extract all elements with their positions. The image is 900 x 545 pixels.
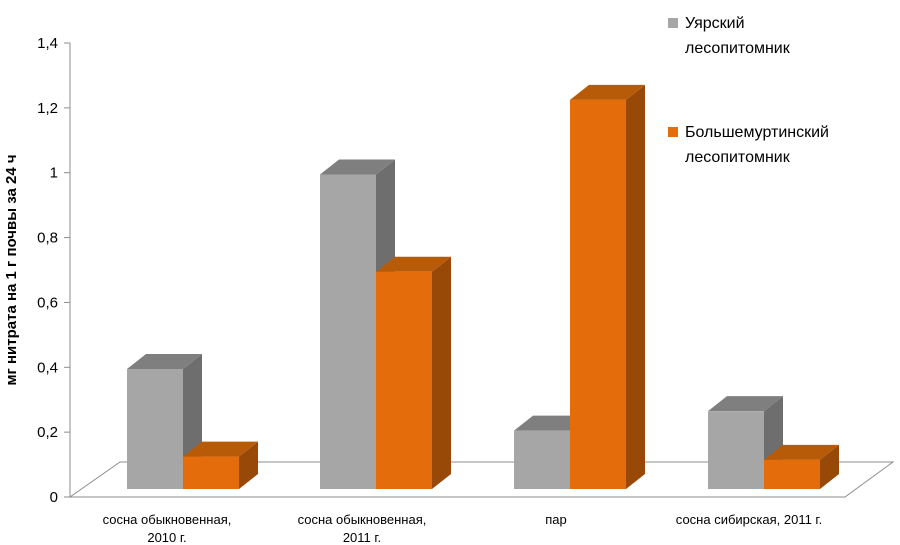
bar-front [183, 456, 239, 489]
bar-front [570, 99, 626, 489]
x-category-label: сосна сибирская, 2011 г. [676, 512, 822, 527]
legend-item-1: Уярский лесопитомник [668, 15, 791, 57]
bar-front [514, 430, 570, 489]
y-tick-label: 1,2 [37, 100, 58, 117]
bar-front [320, 174, 376, 489]
legend-label: Уярский лесопитомник [685, 15, 791, 57]
bar-side [626, 84, 645, 489]
legend-swatch [668, 127, 678, 137]
y-axis-title: мг нитрата на 1 г почвы за 24 ч [3, 154, 20, 385]
bar-front [376, 271, 432, 489]
bar-top [376, 256, 451, 272]
y-tick-label: 0,6 [37, 294, 58, 311]
bar-s2-c4 [764, 444, 839, 489]
bar-top [764, 444, 839, 460]
bar-side [820, 444, 839, 489]
y-tick-label: 0,2 [37, 424, 58, 441]
bars-layer [127, 84, 839, 489]
bar-top [570, 84, 645, 100]
bar-s2-c3 [570, 84, 645, 489]
y-tick-label: 0 [50, 489, 58, 506]
bar-side [432, 256, 451, 489]
y-tick-label: 1,4 [37, 35, 58, 52]
legend-label: Большемуртинский лесопитомник [685, 124, 829, 166]
bar-front [764, 459, 820, 489]
legend-layer: Уярский лесопитомник Большемуртинский лесоп… [668, 15, 829, 166]
bar-s2-c1 [183, 441, 258, 489]
bar-side [239, 441, 258, 489]
x-category-label: сосна обыкновенная, 2010 г. [103, 512, 232, 545]
bar-top [127, 354, 202, 370]
y-tick-label: 0,8 [37, 230, 58, 247]
x-category-label: сосна обыкновенная, 2011 г. [298, 512, 427, 545]
bar-front [708, 411, 764, 489]
floor-layer [68, 461, 895, 498]
axis-layer: 0 0,2 0,4 0,6 0,8 1 1,2 1,4 мг нитрата на 1 г по… [3, 35, 71, 506]
bar-top [183, 441, 258, 457]
bar-s2-c2 [376, 256, 451, 489]
legend-item-2: Большемуртинский лесопитомник [668, 124, 829, 166]
bar-front [127, 369, 183, 489]
chart-floor [68, 461, 895, 498]
legend-swatch [668, 18, 678, 28]
bar-top [320, 159, 395, 175]
labels-layer: сосна обыкновенная, 2010 г. сосна обыкнове… [103, 512, 823, 545]
y-tick-label: 0,4 [37, 359, 58, 376]
y-tick-label: 1 [50, 165, 58, 182]
bar-top [708, 396, 783, 412]
x-category-label: пар [545, 512, 567, 527]
